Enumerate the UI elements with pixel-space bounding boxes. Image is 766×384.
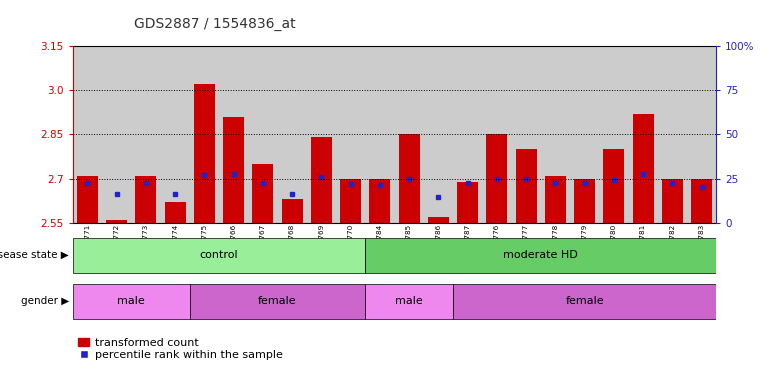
Bar — [102, 46, 131, 223]
Bar — [190, 284, 365, 319]
Bar — [106, 220, 127, 223]
Bar — [658, 46, 687, 223]
Bar — [336, 46, 365, 223]
Bar — [311, 137, 332, 223]
Text: GDS2887 / 1554836_at: GDS2887 / 1554836_at — [134, 17, 296, 31]
Bar — [516, 149, 537, 223]
Bar — [398, 134, 420, 223]
Bar — [223, 117, 244, 223]
Text: female: female — [565, 296, 604, 306]
Bar — [340, 179, 361, 223]
Bar — [365, 238, 716, 273]
Bar — [306, 46, 336, 223]
Text: male: male — [395, 296, 423, 306]
Text: male: male — [117, 296, 145, 306]
Bar — [73, 46, 102, 223]
Text: disease state ▶: disease state ▶ — [0, 250, 69, 260]
Bar — [131, 46, 161, 223]
Bar — [486, 134, 507, 223]
Bar — [252, 164, 273, 223]
Bar — [365, 46, 394, 223]
Bar — [161, 46, 190, 223]
Bar — [633, 114, 653, 223]
Bar — [457, 182, 478, 223]
Bar — [453, 46, 483, 223]
Legend: transformed count, percentile rank within the sample: transformed count, percentile rank withi… — [78, 338, 283, 360]
Bar — [604, 149, 624, 223]
Bar — [219, 46, 248, 223]
Text: female: female — [258, 296, 296, 306]
Bar — [277, 46, 306, 223]
Bar — [77, 175, 98, 223]
Bar — [574, 179, 595, 223]
Bar — [512, 46, 541, 223]
Bar — [453, 284, 716, 319]
Bar — [570, 46, 599, 223]
Bar — [599, 46, 628, 223]
Bar — [73, 284, 190, 319]
Bar — [194, 84, 215, 223]
Bar — [691, 179, 712, 223]
Bar — [428, 217, 449, 223]
Bar — [541, 46, 570, 223]
Bar — [424, 46, 453, 223]
Bar — [282, 199, 303, 223]
Bar — [369, 179, 391, 223]
Bar — [136, 175, 156, 223]
Bar — [190, 46, 219, 223]
Text: control: control — [200, 250, 238, 260]
Bar — [73, 238, 365, 273]
Bar — [687, 46, 716, 223]
Bar — [662, 179, 683, 223]
Text: gender ▶: gender ▶ — [21, 296, 69, 306]
Bar — [248, 46, 277, 223]
Bar — [394, 46, 424, 223]
Text: moderate HD: moderate HD — [503, 250, 578, 260]
Bar — [165, 202, 185, 223]
Bar — [545, 175, 566, 223]
Bar — [628, 46, 658, 223]
Bar — [483, 46, 512, 223]
Bar — [365, 284, 453, 319]
